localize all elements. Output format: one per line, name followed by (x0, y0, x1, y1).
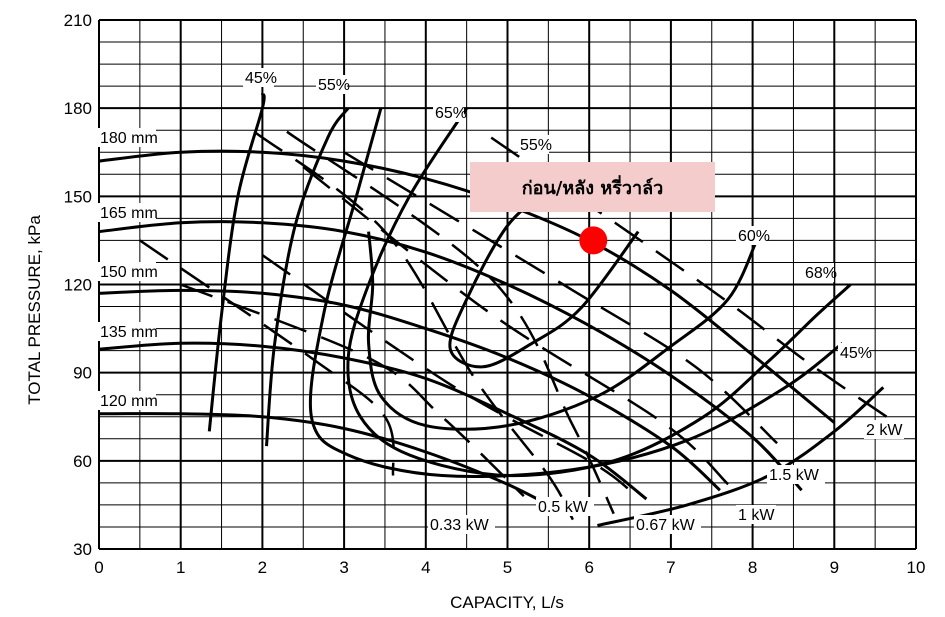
power-label-bg (736, 505, 776, 524)
impeller-curve (98, 288, 721, 492)
y-tick-label: 180 (64, 99, 92, 118)
power-label-bg (767, 465, 825, 484)
efficiency-curve (448, 189, 640, 369)
efficiency-curve (207, 92, 266, 432)
power-curve (253, 130, 574, 521)
y-tick-label: 120 (64, 276, 92, 295)
y-tick-label: 90 (73, 364, 92, 383)
x-tick-label: 7 (666, 558, 675, 577)
impeller-label-bg (98, 322, 156, 341)
impeller-label-bg (98, 391, 156, 410)
impeller-label: 150 mm (100, 264, 158, 281)
impeller-label-bg (98, 203, 156, 222)
efficiency-label-bg (803, 263, 834, 282)
y-axis-title: TOTAL PRESSURE, kPa (25, 215, 44, 405)
efficiency-label: 45% (840, 345, 872, 362)
x-tick-label: 8 (748, 558, 757, 577)
x-tick-label: 0 (94, 558, 103, 577)
power-label: 0.67 kW (636, 517, 696, 534)
power-curve (139, 239, 395, 476)
x-tick-label: 2 (258, 558, 267, 577)
power-curve (261, 254, 631, 492)
efficiency-label: 55% (318, 77, 350, 94)
power-label-bg (864, 420, 904, 439)
efficiency-label-bg (433, 103, 464, 122)
power-label: 1.5 kW (769, 467, 820, 484)
x-axis-title: CAPACITY, L/s (450, 593, 564, 612)
efficiency-label: 68% (805, 265, 837, 282)
x-tick-label: 6 (584, 558, 593, 577)
efficiency-curve (346, 107, 852, 478)
efficiency-label: 65% (435, 105, 467, 122)
impeller-label: 180 mm (100, 130, 158, 147)
impeller-label-bg (98, 262, 156, 281)
efficiency-label-bg (736, 226, 767, 245)
impeller-label-bg (98, 128, 156, 147)
efficiency-label-bg (838, 343, 869, 362)
power-curve (343, 151, 778, 445)
y-tick-label: 30 (73, 540, 92, 559)
power-label: 1 kW (738, 507, 775, 524)
y-tick-label: 210 (64, 11, 92, 30)
efficiency-curve (366, 231, 759, 431)
axis-tick-labels: 0 1 2 3 4 5 6 7 8 9 10 30 60 90 120 150 180 210 (64, 11, 926, 577)
impeller-curve (98, 220, 803, 492)
power-curve (490, 136, 901, 427)
efficiency-curve (265, 107, 350, 447)
efficiency-label-bg (316, 75, 347, 94)
impeller-label: 165 mm (100, 205, 158, 222)
efficiency-label: 45% (245, 70, 277, 87)
efficiency-label: 60% (738, 228, 770, 245)
efficiency-label-bg (518, 135, 549, 154)
power-curve (302, 165, 729, 486)
efficiency-label-bg (243, 68, 274, 87)
power-curve (286, 130, 615, 515)
x-tick-label: 5 (503, 558, 512, 577)
power-curve (180, 283, 525, 497)
curve-labels: 180 mm 165 mm 150 mm 135 mm 120 mm 45% 55% 65% 5… (98, 68, 904, 534)
power-label: 0.5 kW (538, 499, 589, 516)
valve-annotation-box: ก่อน/หลัง หรี่วาล์ว (470, 162, 715, 212)
power-label-bg (536, 497, 594, 516)
power-label-bg (428, 515, 495, 534)
impeller-label: 120 mm (100, 393, 158, 410)
efficiency-label: 55% (520, 137, 552, 154)
power-label: 0.33 kW (430, 517, 490, 534)
y-tick-label: 60 (73, 452, 92, 471)
efficiency-curve (308, 107, 844, 478)
x-tick-label: 1 (176, 558, 185, 577)
impeller-curve (98, 412, 566, 516)
operating-point-marker (579, 226, 608, 255)
x-tick-label: 4 (421, 558, 430, 577)
y-tick-label: 150 (64, 187, 92, 206)
power-curves (139, 130, 901, 521)
x-tick-label: 3 (339, 558, 348, 577)
power-label: 2 kW (866, 422, 903, 439)
power-label-bg (634, 515, 701, 534)
impeller-label: 135 mm (100, 324, 158, 341)
x-tick-label: 9 (830, 558, 839, 577)
x-tick-label: 10 (907, 558, 926, 577)
